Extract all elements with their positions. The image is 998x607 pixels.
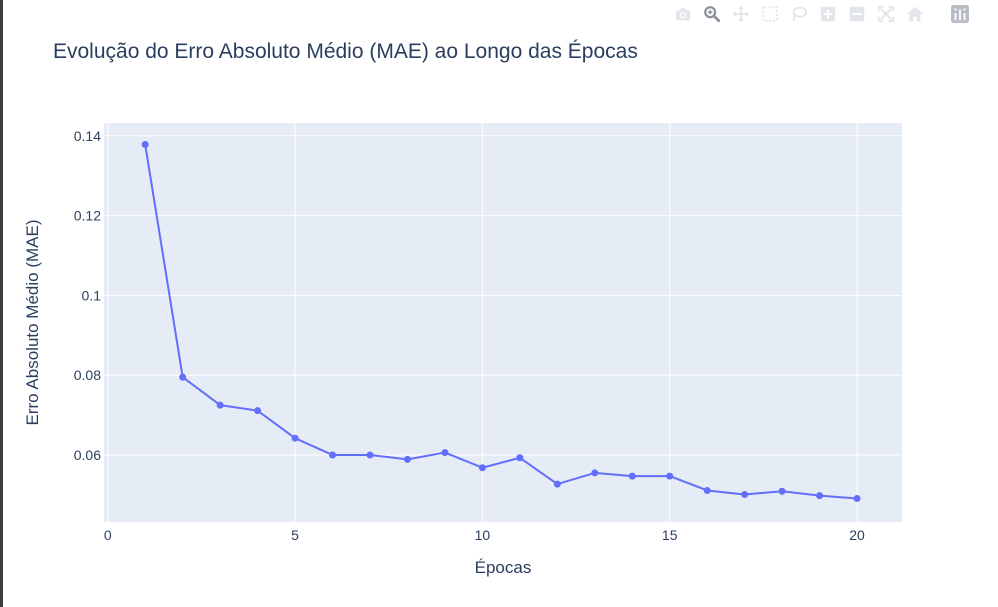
data-point[interactable] [516, 454, 524, 462]
data-point[interactable] [703, 486, 711, 494]
box-select-icon[interactable] [759, 4, 781, 24]
pan-icon[interactable] [730, 4, 752, 24]
data-point[interactable] [254, 407, 262, 415]
data-point[interactable] [591, 469, 599, 477]
data-point[interactable] [853, 494, 861, 502]
modebar [672, 4, 971, 24]
plotly-logo-icon[interactable] [949, 4, 971, 24]
x-tick-label: 20 [849, 527, 865, 543]
series-markers [141, 141, 861, 502]
data-point[interactable] [778, 487, 786, 495]
zoom-icon[interactable] [701, 4, 723, 24]
chart-title: Evolução do Erro Absoluto Médio (MAE) ao… [53, 40, 638, 63]
window-edge [0, 0, 3, 607]
data-point[interactable] [179, 373, 187, 381]
x-axis-title: Épocas [475, 558, 532, 577]
data-point[interactable] [478, 464, 486, 472]
series-line [144, 144, 858, 500]
y-tick-label: 0.08 [74, 367, 101, 383]
x-tick-label: 5 [291, 527, 299, 543]
data-point[interactable] [666, 472, 674, 480]
data-point[interactable] [553, 480, 561, 488]
zoom-in-icon[interactable] [817, 4, 839, 24]
grid-lines [104, 123, 902, 522]
y-axis-title: Erro Absoluto Médio (MAE) [23, 220, 42, 426]
home-icon[interactable] [904, 4, 926, 24]
y-tick-label: 0.12 [74, 208, 101, 224]
data-point[interactable] [403, 455, 411, 463]
tick-labels: 0 5 10 15 20 0.06 0.08 0.1 0.12 0.14 [74, 128, 865, 543]
data-point[interactable] [141, 141, 149, 149]
zoom-out-icon[interactable] [846, 4, 868, 24]
camera-icon[interactable] [672, 4, 694, 24]
data-point[interactable] [628, 472, 636, 480]
x-tick-label: 0 [104, 527, 112, 543]
data-point[interactable] [216, 401, 224, 409]
data-point[interactable] [741, 490, 749, 498]
data-point[interactable] [366, 451, 374, 459]
series-line-layer [144, 144, 858, 500]
y-tick-label: 0.06 [74, 447, 101, 463]
lasso-icon[interactable] [788, 4, 810, 24]
plot-area[interactable] [104, 123, 902, 522]
data-point[interactable] [291, 434, 299, 442]
x-tick-label: 10 [475, 527, 491, 543]
x-tick-label: 15 [662, 527, 678, 543]
data-point[interactable] [441, 449, 449, 457]
data-point[interactable] [816, 492, 824, 500]
autoscale-icon[interactable] [875, 4, 897, 24]
y-tick-label: 0.14 [74, 128, 101, 144]
y-tick-label: 0.1 [82, 287, 102, 303]
data-point[interactable] [329, 451, 337, 459]
